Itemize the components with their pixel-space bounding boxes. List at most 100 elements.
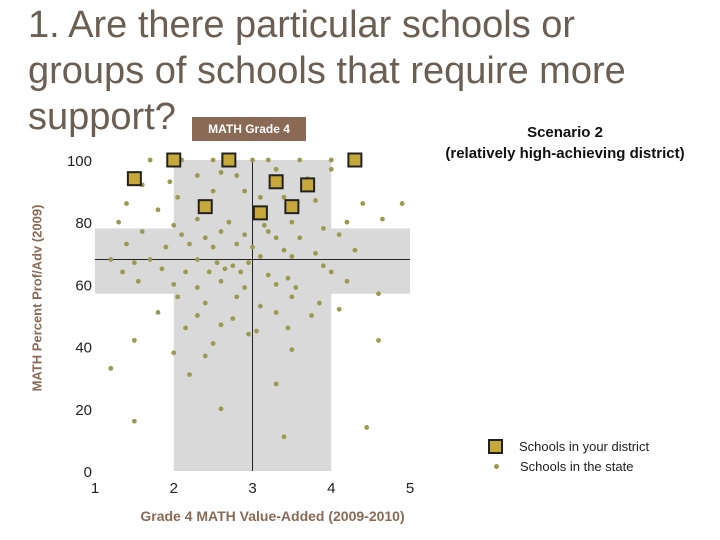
state-school-point [273,235,279,241]
state-school-point [230,263,236,269]
state-school-point [273,166,279,172]
state-school-point [194,216,200,222]
state-school-point [364,425,370,430]
x-tick-label: 3 [248,480,256,497]
state-school-point [155,309,161,315]
state-school-point [194,173,200,178]
state-school-point [131,260,137,266]
y-tick-label: 60 [75,277,92,294]
district-school-point [347,152,363,168]
state-school-point [344,219,350,225]
district-school-point [166,152,182,168]
state-school-point [297,157,303,163]
legend: Schools in your district Schools in the … [488,436,649,476]
state-school-point [254,328,259,334]
state-school-point [171,350,177,356]
x-tick-label: 4 [327,480,335,497]
state-school-point [218,278,224,284]
y-tick-label: 40 [75,340,92,357]
state-school-point [163,244,169,250]
state-school-point [238,269,244,275]
state-school-point [380,216,385,222]
state-school-point [246,331,251,337]
state-school-point [289,294,295,300]
state-school-point [234,173,240,178]
state-school-point [202,353,208,359]
grade-tag: MATH Grade 4 [192,117,306,141]
state-school-point [328,269,334,275]
y-tick-label: 20 [75,402,92,419]
state-school-point [242,232,248,238]
y-tick-label: 100 [67,153,92,170]
state-school-point [360,201,366,206]
state-school-point [202,235,208,241]
state-school-point [261,222,267,228]
state-school-point [175,194,181,200]
state-school-point [328,157,334,163]
state-school-point [218,229,224,234]
state-school-point [175,294,181,300]
state-dot-icon [494,463,499,469]
y-axis-label: MATH Percent Prof/Adv (2009) [29,204,45,392]
district-square-icon [488,438,503,454]
state-school-point [257,303,263,309]
state-school-point [317,300,322,306]
state-school-point [147,157,153,163]
state-school-point [124,241,129,247]
state-school-point [187,241,192,247]
state-school-point [167,179,173,185]
state-school-point [257,254,263,259]
state-school-point [171,222,177,228]
state-school-point [183,325,188,331]
state-school-point [131,337,137,343]
state-school-point [328,166,334,172]
state-school-point [108,365,114,371]
scenario-line-2: (relatively high-achieving district) [445,145,685,162]
state-school-point [210,188,216,194]
state-school-point [281,434,287,440]
state-school-point [116,219,122,225]
state-school-point [285,325,291,331]
state-school-point [187,372,192,377]
state-school-point [352,247,358,253]
state-school-point [222,266,228,272]
state-school-point [265,272,271,278]
state-school-point [242,285,248,290]
x-tick-label: 2 [170,480,178,497]
state-school-point [242,188,248,194]
state-school-point [289,347,295,353]
scenario-label: Scenario 2 (relatively high-achieving di… [420,122,710,164]
state-school-point [194,285,200,290]
state-school-point [206,269,212,275]
state-school-point [399,201,405,206]
state-school-point [194,257,200,262]
district-school-point [252,205,268,221]
state-school-point [210,157,216,163]
district-school-point [126,171,142,187]
state-school-point [171,282,177,287]
state-school-point [131,418,137,424]
state-school-point [135,278,141,284]
state-school-point [273,282,279,287]
state-school-point [281,194,287,200]
state-school-point [120,269,125,275]
state-school-point [265,157,271,163]
state-school-point [159,266,165,272]
slide-title: 1. Are there particular schools or group… [28,4,626,138]
state-school-point [214,260,220,266]
state-school-point [265,229,271,234]
state-school-point [281,247,287,253]
state-school-point [226,219,232,225]
state-school-point [234,241,240,247]
state-school-point [218,406,224,412]
state-school-point [336,306,342,312]
state-school-point [250,244,255,250]
state-school-point [210,341,216,346]
state-school-point [297,235,303,241]
state-school-point [202,300,208,306]
state-school-point [210,244,216,250]
state-school-point [108,257,114,262]
state-school-point [376,337,381,343]
x-axis-label: Grade 4 MATH Value-Added (2009-2010) [140,508,405,524]
state-school-point [124,201,129,206]
